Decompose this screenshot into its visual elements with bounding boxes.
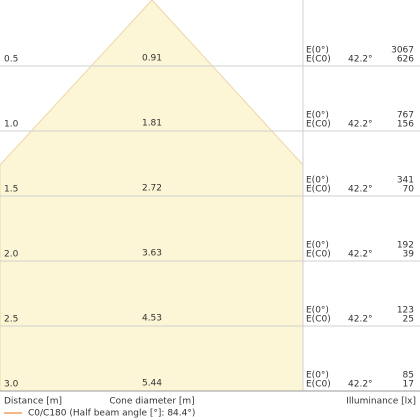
e0-value: 341 [397,176,414,186]
ec0-value: 626 [397,55,414,65]
angle: 42.2° [348,120,373,130]
e0-label: E(0°) [306,306,329,316]
distance: 2.0 [4,250,19,260]
distance: 0.5 [4,55,18,65]
e0-label: E(0°) [306,46,329,56]
footer-distance: Distance [m] [4,397,62,407]
diameter: 3.63 [142,249,162,259]
e0-value: 85 [403,371,414,381]
e0-value: 192 [397,241,414,251]
ec0-label: E(C0) [306,120,331,130]
ec0-label: E(C0) [306,315,331,325]
e0-value: 123 [397,306,414,316]
ec0-label: E(C0) [306,185,331,195]
distance: 1.5 [4,185,18,195]
ec0-value: 39 [403,250,415,260]
e0-value: 767 [397,111,414,121]
legend-text: C0/C180 (Half beam angle [°]: 84.4°) [28,409,195,419]
angle: 42.2° [348,185,373,195]
distance: 2.5 [4,315,18,325]
footer-illuminance: Illuminance [lx] [346,397,416,407]
e0-value: 3067 [391,46,414,56]
e0-label: E(0°) [306,371,329,381]
ec0-label: E(C0) [306,250,331,260]
angle: 42.2° [348,380,373,390]
footer-diameter: Cone diameter [m] [109,397,194,407]
distance: 1.0 [4,120,19,130]
e0-label: E(0°) [306,176,329,186]
ec0-value: 70 [403,185,415,195]
angle: 42.2° [348,250,373,260]
e0-label: E(0°) [306,241,329,251]
ec0-label: E(C0) [306,380,331,390]
distance: 3.0 [4,380,19,390]
ec0-value: 156 [397,120,414,130]
angle: 42.2° [348,315,373,325]
ec0-value: 25 [403,315,414,325]
diameter: 1.81 [142,119,162,129]
diameter: 4.53 [142,314,162,324]
diameter: 5.44 [142,379,162,389]
diameter: 2.72 [142,184,162,194]
diameter: 0.91 [142,54,162,64]
ec0-value: 17 [403,380,414,390]
angle: 42.2° [348,55,373,65]
e0-label: E(0°) [306,111,329,121]
ec0-label: E(C0) [306,55,331,65]
